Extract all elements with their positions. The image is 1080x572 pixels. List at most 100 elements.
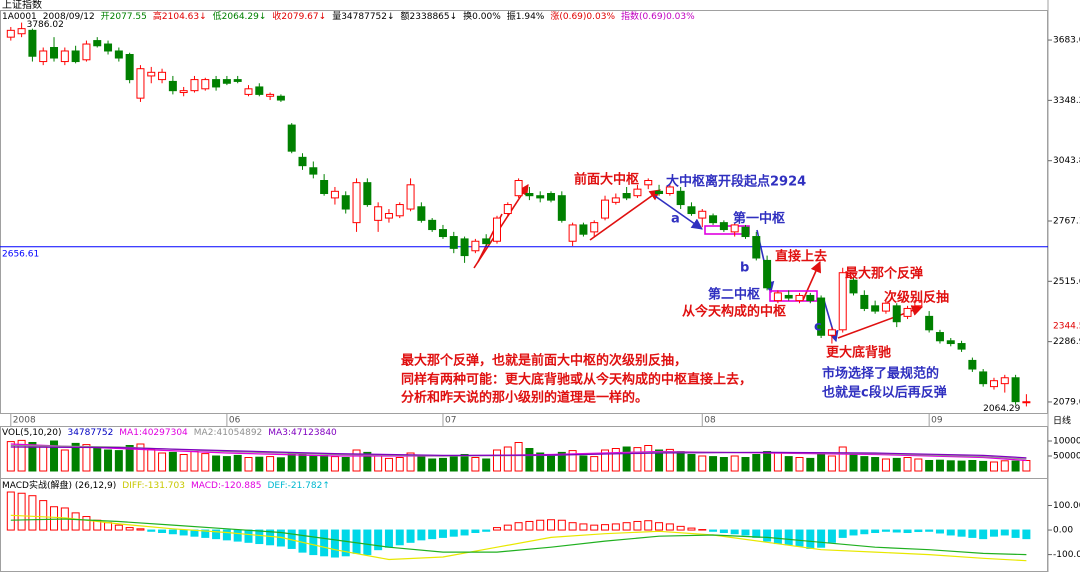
macd-bar: [438, 529, 447, 538]
candle-body: [719, 222, 728, 231]
candle-body: [104, 43, 113, 52]
volume-bar: [795, 457, 804, 472]
macd-bar: [28, 495, 37, 531]
candle-body: [914, 300, 923, 307]
y-tick-label: 2079.0: [1053, 397, 1080, 407]
macd-bar: [611, 523, 620, 531]
macd-bar: [125, 527, 134, 531]
volume-bar: [557, 451, 566, 472]
macd-bar: [104, 522, 113, 531]
macd-bar: [212, 529, 221, 540]
volume-bar: [39, 446, 48, 472]
macd-bar: [114, 524, 123, 531]
macd-bar: [309, 529, 318, 556]
legend-item: 34787752: [67, 428, 113, 438]
macd-bar: [406, 529, 415, 543]
volume-bar: [730, 455, 739, 472]
macd-bar: [860, 529, 869, 535]
quote-item: 指数(0.69)0.03%: [621, 10, 695, 22]
volume-bar: [17, 439, 26, 472]
volume-bar: [179, 454, 188, 472]
volume-bar: [892, 457, 901, 472]
candle-body: [709, 215, 718, 224]
candle-body: [330, 190, 339, 199]
macd-bar: [687, 527, 696, 531]
macd-bar: [525, 520, 534, 531]
y-tick-label: 3683.0: [1053, 36, 1080, 46]
quote-item: 高2104.63↓: [153, 10, 207, 22]
arrow: [654, 195, 703, 230]
macd-bar: [601, 524, 610, 531]
macd-bar: [838, 529, 847, 538]
volume-bar: [384, 457, 393, 472]
legend-item: MA1:40297304: [119, 428, 188, 438]
macd-bar: [773, 529, 782, 545]
candle-body: [460, 238, 469, 257]
y-tick-label: -100.00: [1053, 550, 1080, 560]
volume-bar: [341, 457, 350, 472]
macd-bar: [17, 492, 26, 531]
macd-bar: [1000, 529, 1009, 536]
candle-body: [341, 195, 350, 210]
annotation: 也就是c段以后再反弹: [822, 385, 947, 401]
arrow: [473, 184, 529, 269]
macd-bar: [968, 529, 977, 538]
quote-item: 低2064.29↓: [213, 10, 267, 22]
candle-body: [136, 68, 145, 99]
quote-item: 收2079.67↓: [272, 10, 326, 22]
quote-item: 额2338865↓: [401, 10, 458, 22]
volume-bar: [417, 456, 426, 472]
candle-body: [676, 190, 685, 206]
annotation: 大中枢离开段起点2924: [666, 174, 806, 190]
macd-bar: [676, 525, 685, 531]
candle-body: [17, 28, 26, 35]
macd-bar: [536, 519, 545, 531]
volume-bar: [352, 449, 361, 472]
macd-bar: [428, 529, 437, 540]
macd-bar: [201, 529, 210, 538]
y-tick-label: 0.00: [1053, 526, 1073, 536]
volume-bar: [428, 458, 437, 472]
y-tick-label: 2286.9: [1053, 337, 1080, 347]
y-tick-label: 100000: [1053, 437, 1080, 447]
candle-body: [352, 182, 361, 224]
candle-body: [287, 124, 296, 152]
candle-body: [806, 294, 815, 302]
y-tick-label: 2515.6: [1053, 277, 1080, 287]
macd-bar: [482, 529, 491, 532]
y-tick-label: 100.00: [1053, 501, 1080, 511]
macd-bar: [655, 522, 664, 531]
volume-bar: [579, 455, 588, 472]
macd-bar: [881, 529, 890, 532]
volume-bar: [147, 448, 156, 472]
macd-bar: [50, 506, 59, 531]
candle-body: [611, 197, 620, 203]
volume-bar: [330, 456, 339, 472]
candle-body: [752, 236, 761, 259]
panel-legend: MACD实战(解盘) (26,12,9) DIFF:-131.703 MACD:-1…: [2, 479, 330, 491]
legend-item: MA3:47123840: [268, 428, 337, 438]
volume-bar: [233, 454, 242, 472]
annotation: a: [671, 212, 680, 227]
macd-bar: [806, 529, 815, 549]
candle-body: [892, 305, 901, 323]
x-tick-label: 09: [931, 416, 943, 426]
volume-bar: [244, 457, 253, 472]
volume-bar: [492, 449, 501, 472]
macd-bar: [1022, 529, 1031, 540]
volume-bar: [449, 455, 458, 472]
annotation: 次级别反抽: [884, 290, 949, 306]
volume-bar: [601, 449, 610, 472]
candle-body: [946, 340, 955, 345]
candle-body: [665, 186, 674, 195]
volume-bar: [6, 441, 15, 472]
volume-bar: [50, 440, 59, 472]
volume-bar: [633, 447, 642, 472]
macd-bar: [903, 529, 912, 534]
macd-bar: [849, 529, 858, 536]
volume-bar: [946, 460, 955, 472]
macd-bar: [795, 529, 804, 547]
x-tick-label: 07: [445, 416, 456, 426]
macd-bar: [730, 529, 739, 535]
